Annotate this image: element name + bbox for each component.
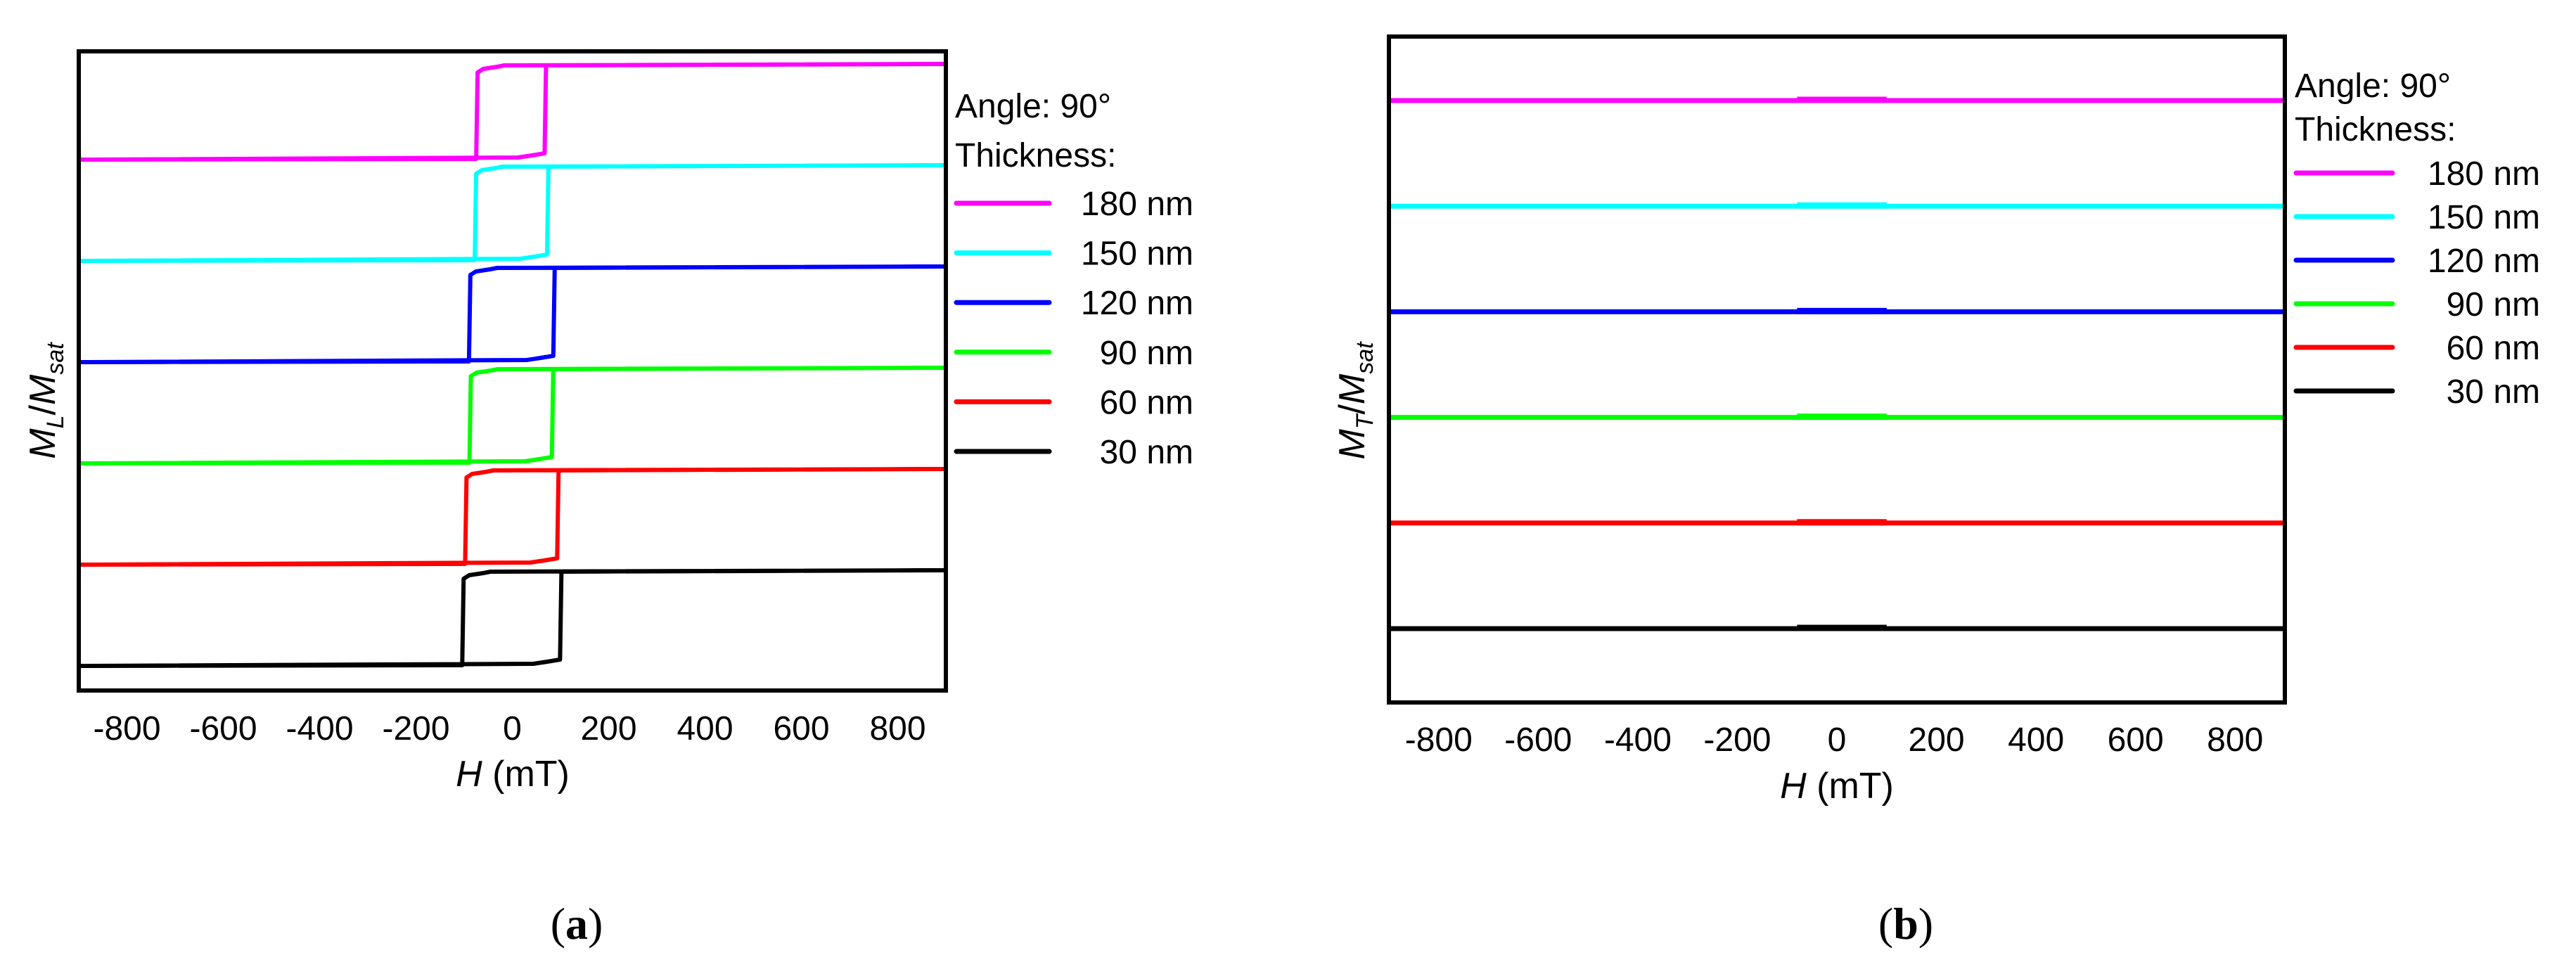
panel-a-x-tick-labels: -800 -600 -400 -200 0 200 400 600 800 — [93, 710, 925, 747]
x-tick-label: 800 — [869, 710, 925, 747]
legend-angle-label: Angle: 90° — [955, 88, 1111, 125]
legend-label: 120 nm — [1081, 285, 1193, 322]
legend-label: 60 nm — [1100, 384, 1193, 421]
panel-b-plot-frame — [1387, 34, 2287, 705]
x-tick-label: 200 — [580, 710, 636, 747]
panel-a-curve-180nm — [80, 62, 944, 162]
panel-a-curve-60nm — [80, 467, 944, 567]
panel-b-legend: Angle: 90° Thickness: 180 nm 150 nm 120 nm… — [2293, 68, 2540, 411]
legend-label: 90 nm — [2447, 286, 2540, 323]
x-tick-label: -200 — [1703, 721, 1771, 759]
x-tick-label: -400 — [286, 710, 353, 747]
panel-b-y-axis-title: MT/Msat — [1332, 341, 1378, 460]
panel-a-curves — [80, 62, 944, 668]
x-tick-label: 0 — [503, 710, 522, 747]
panel-b-x-tick-labels: -800 -600 -400 -200 0 200 400 600 800 — [1405, 721, 2264, 759]
x-tick-label: 400 — [2008, 721, 2064, 759]
legend-angle-label: Angle: 90° — [2295, 68, 2451, 105]
legend-label: 120 nm — [2428, 243, 2540, 280]
panel-b-chart: -800 -600 -400 -200 0 200 400 600 800 H (mT) MT/… — [1332, 34, 2540, 949]
x-tick-label: -600 — [189, 710, 257, 747]
legend-label: 150 nm — [2428, 199, 2540, 236]
x-tick-label: 800 — [2207, 721, 2263, 759]
legend-label: 60 nm — [2447, 330, 2540, 367]
panel-a-curve-120nm — [80, 264, 944, 364]
panel-a-x-axis-title: H (mT) — [456, 754, 570, 795]
legend-label: 150 nm — [1081, 236, 1193, 273]
legend-label: 30 nm — [1100, 434, 1193, 471]
legend-label: 30 nm — [2447, 373, 2540, 411]
legend-thickness-label: Thickness: — [2295, 111, 2456, 148]
x-tick-label: -600 — [1504, 721, 1572, 759]
panel-a-chart: -800 -600 -400 -200 0 200 400 600 800 H (mT) ML/… — [23, 49, 1193, 949]
legend-thickness-label: Thickness: — [955, 137, 1116, 174]
panel-a-curve-30nm — [80, 568, 944, 668]
panel-b-caption: (b) — [1878, 899, 1933, 949]
panel-b-curves — [1391, 96, 2283, 631]
panel-b-x-axis-title: H (mT) — [1780, 766, 1894, 807]
x-tick-label: -200 — [382, 710, 449, 747]
legend-label: 180 nm — [2428, 155, 2540, 193]
x-tick-label: -800 — [93, 710, 160, 747]
panel-a-y-axis-title: ML/Msat — [23, 342, 69, 459]
x-tick-label: 600 — [2108, 721, 2164, 759]
x-tick-label: -800 — [1405, 721, 1473, 759]
x-tick-label: 600 — [773, 710, 829, 747]
panel-a-legend: Angle: 90° Thickness: 180 nm 150 nm 120 nm… — [954, 88, 1193, 471]
panel-a-curve-90nm — [80, 366, 944, 465]
x-tick-label: 0 — [1828, 721, 1847, 759]
legend-label: 90 nm — [1100, 335, 1193, 372]
panel-a-curve-150nm — [80, 163, 944, 263]
panel-a-caption: (a) — [551, 899, 603, 949]
x-tick-label: 200 — [1909, 721, 1965, 759]
x-tick-label: 400 — [677, 710, 733, 747]
panel-a-plot-frame — [77, 49, 948, 693]
legend-label: 180 nm — [1081, 186, 1193, 223]
x-tick-label: -400 — [1604, 721, 1672, 759]
